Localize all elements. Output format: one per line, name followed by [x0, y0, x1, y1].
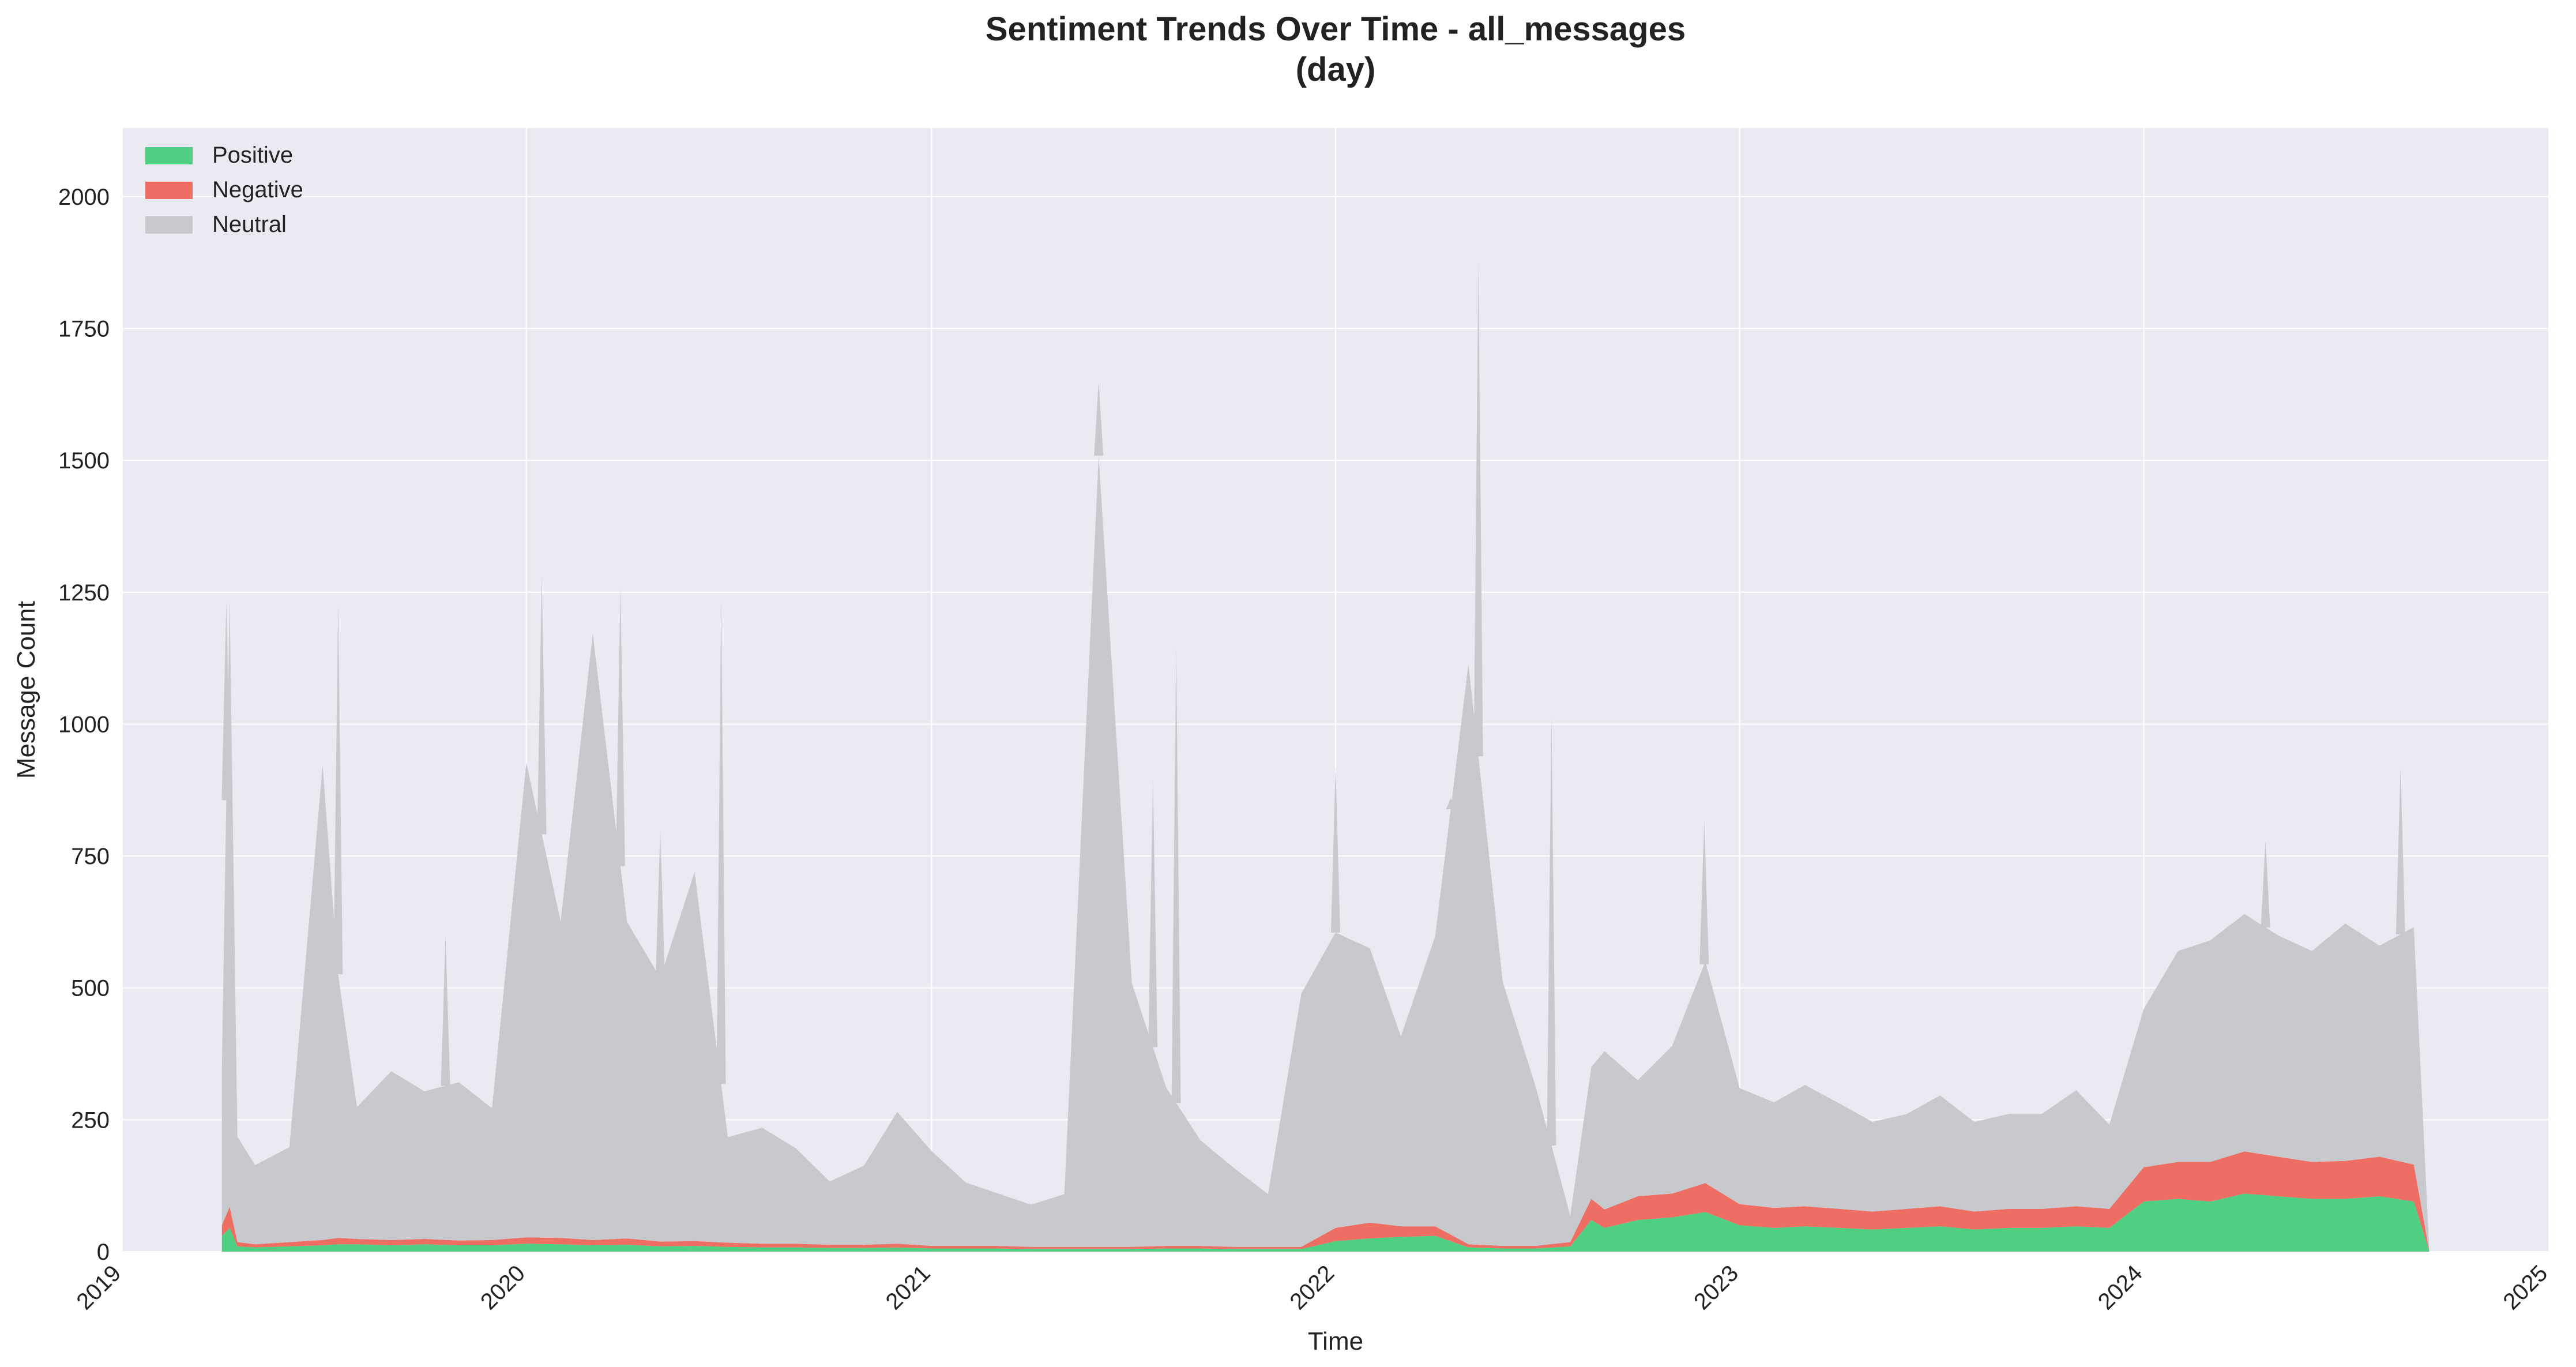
neutral-spike	[2261, 840, 2270, 927]
legend-label-negative: Negative	[212, 177, 303, 202]
y-tick-label: 1500	[58, 448, 110, 474]
y-axis-title: Message Count	[12, 601, 40, 779]
area-neutral	[221, 455, 2430, 1252]
y-tick-label: 1250	[58, 580, 110, 606]
legend-swatch-positive	[145, 147, 193, 164]
y-tick-label: 250	[71, 1107, 110, 1133]
x-tick-label: 2021	[881, 1260, 935, 1315]
x-tick-label: 2019	[72, 1260, 126, 1315]
area-positive	[221, 1193, 2430, 1252]
neutral-spike	[1148, 776, 1158, 1047]
legend: Positive Negative Neutral	[145, 142, 303, 237]
neutral-spike	[655, 829, 665, 978]
y-tick-label: 0	[97, 1240, 110, 1265]
neutral-spike	[1547, 713, 1556, 1146]
neutral-spike	[441, 935, 450, 1086]
neutral-spike	[221, 603, 231, 801]
x-tick-label: 2020	[476, 1260, 530, 1315]
area-negative	[221, 1151, 2430, 1252]
neutral-spike	[1473, 260, 1483, 757]
x-axis-title: Time	[1308, 1327, 1363, 1355]
neutral-spike	[1699, 819, 1709, 964]
neutral-spike	[1094, 381, 1104, 456]
x-tick-label: 2023	[1689, 1260, 1743, 1315]
neutral-spike	[537, 576, 547, 835]
y-tick-label: 1000	[58, 712, 110, 737]
neutral-spike	[2396, 766, 2405, 934]
y-tick-label: 2000	[58, 185, 110, 210]
x-tick-label: 2022	[1285, 1260, 1339, 1315]
neutral-spike	[1446, 798, 1456, 809]
chart-subtitle: (day)	[1296, 51, 1376, 88]
neutral-spike	[1171, 645, 1181, 1103]
neutral-spike	[1331, 766, 1340, 933]
legend-label-neutral: Neutral	[212, 212, 287, 237]
chart-title: Sentiment Trends Over Time - all_message…	[986, 10, 1686, 48]
legend-label-positive: Positive	[212, 142, 293, 168]
stacked-areas	[221, 260, 2430, 1252]
neutral-spike	[615, 587, 625, 866]
neutral-spike	[333, 603, 343, 974]
legend-swatch-negative	[145, 182, 193, 199]
legend-swatch-neutral	[145, 216, 193, 234]
x-tick-label: 2025	[2498, 1260, 2552, 1315]
y-tick-label: 500	[71, 976, 110, 1001]
y-tick-label: 1750	[58, 317, 110, 342]
x-tick-label: 2024	[2093, 1260, 2148, 1315]
neutral-spike	[716, 597, 726, 1084]
y-tick-label: 750	[71, 844, 110, 869]
